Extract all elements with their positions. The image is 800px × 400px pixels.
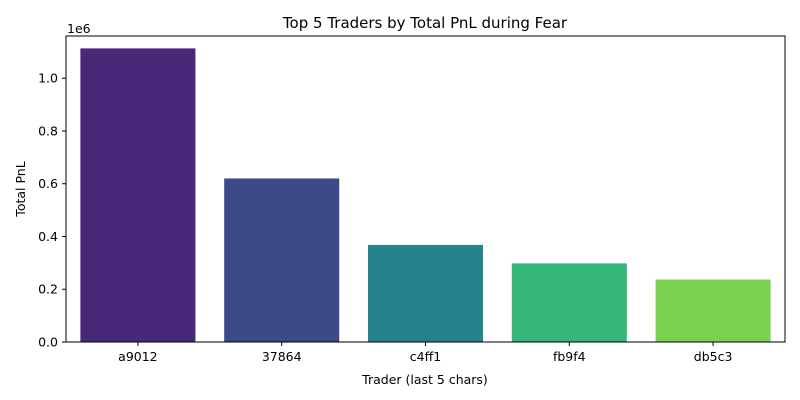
- bar-fb9f4: [511, 263, 627, 342]
- y-axis-label: Total PnL: [13, 161, 28, 217]
- plot-frame: [65, 35, 786, 343]
- y-tick-label: 1.0: [38, 71, 58, 86]
- x-tick-label: fb9f4: [553, 349, 586, 364]
- bar-db5c3: [655, 279, 771, 342]
- y-ticks-group: 0.0 0.2 0.4 0.6 0.8 1.0: [38, 71, 66, 350]
- y-tick-label: 0.4: [38, 229, 58, 244]
- y-offset-text: 1e6: [67, 21, 91, 36]
- x-tick-label: 37864: [262, 349, 302, 364]
- bar-c4ff1: [367, 244, 484, 342]
- x-ticks-group: a9012 37864 c4ff1 fb9f4 db5c3: [118, 342, 732, 364]
- chart-title: Top 5 Traders by Total PnL during Fear: [282, 14, 568, 32]
- y-tick-label: 0.2: [38, 282, 58, 297]
- bar-37864: [224, 178, 340, 342]
- x-axis-label: Trader (last 5 chars): [361, 372, 488, 387]
- x-tick-label: a9012: [118, 349, 157, 364]
- y-tick-label: 0.8: [38, 123, 58, 138]
- bars-group: [80, 48, 771, 342]
- x-tick-label: c4ff1: [410, 349, 441, 364]
- bar-a9012: [80, 48, 196, 342]
- y-tick-label: 0.6: [38, 176, 58, 191]
- y-tick-label: 0.0: [38, 335, 58, 350]
- x-tick-label: db5c3: [694, 349, 733, 364]
